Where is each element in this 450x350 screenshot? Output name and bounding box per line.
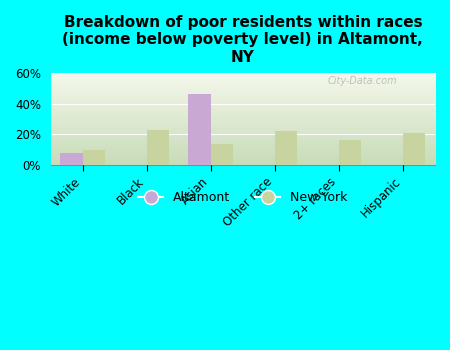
Legend: Altamont, New York: Altamont, New York [133,187,353,209]
Bar [339,140,361,165]
Text: City-Data.com: City-Data.com [328,76,397,86]
Bar [83,150,105,165]
Bar [211,144,233,165]
Bar [403,133,425,165]
Bar [60,153,83,165]
Bar [275,131,297,165]
Bar [189,94,211,165]
Bar [147,130,169,165]
Title: Breakdown of poor residents within races
(income below poverty level) in Altamon: Breakdown of poor residents within races… [63,15,423,65]
